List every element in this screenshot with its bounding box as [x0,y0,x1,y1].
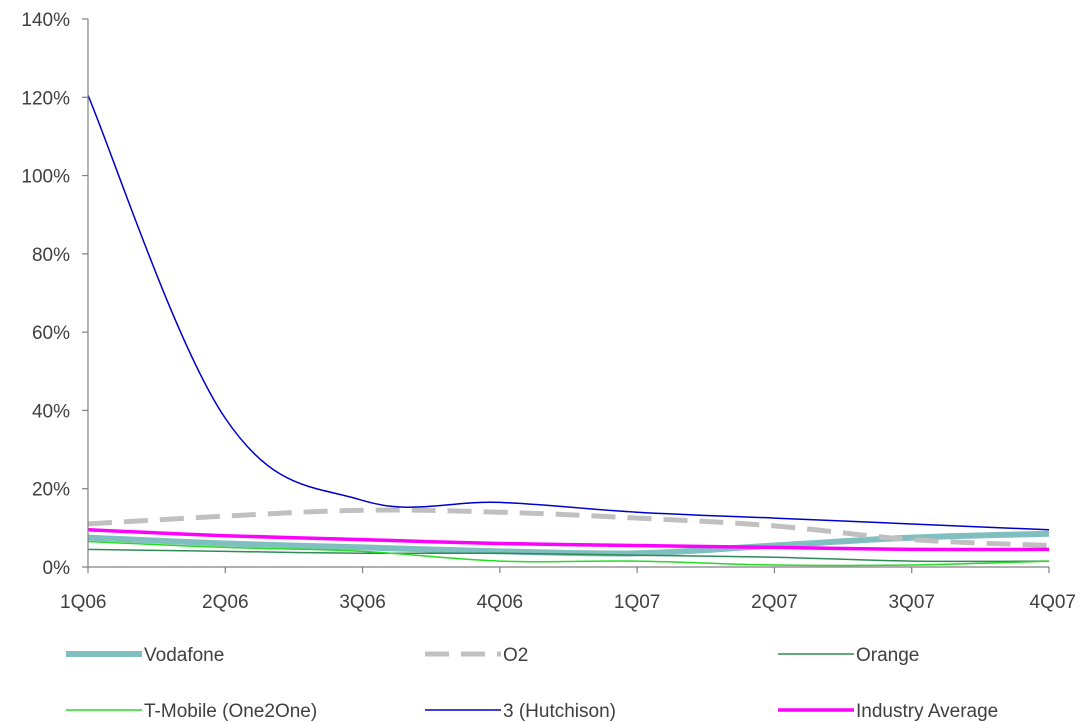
y-axis-ticks: 0% 20% 40% 60% 80% 100% 120% 140% [21,10,88,579]
y-tick-label: 100% [21,167,70,188]
x-tick-label: 3Q07 [888,592,934,613]
y-tick-label: 140% [21,10,70,31]
y-tick-label: 40% [32,401,70,422]
legend-item-vodafone: Vodafone [66,645,224,666]
x-tick-label: 3Q06 [339,592,385,613]
series-line-3-hutchison [87,95,1050,531]
series-line-t-mobile-one2one [87,540,1050,567]
y-tick-label: 120% [21,88,70,109]
legend-label: Orange [856,645,919,666]
x-tick-label: 1Q06 [60,592,106,613]
legend-item-3-hutchison: 3 (Hutchison) [425,701,616,722]
series-line-o2 [87,507,1050,548]
legend-item-o2: O2 [425,645,528,666]
x-tick-label: 2Q07 [751,592,797,613]
plot-area [87,95,1050,567]
x-tick-label: 4Q07 [1030,592,1076,613]
legend: Vodafone O2 Orange T-Mobile (One2One) 3 (Hut… [66,645,998,722]
legend-label: O2 [503,645,528,666]
legend-label: T-Mobile (One2One) [144,701,317,722]
y-tick-label: 60% [32,323,70,344]
series-line-orange [87,548,1050,563]
y-tick-label: 0% [43,558,71,579]
y-tick-label: 80% [32,245,70,266]
x-tick-label: 1Q07 [614,592,660,613]
legend-label: Industry Average [856,701,998,722]
series-line-industry-average [87,528,1050,552]
x-tick-label: 4Q06 [477,592,523,613]
legend-item-orange: Orange [778,645,919,666]
y-tick-label: 20% [32,480,70,501]
legend-item-industry-average: Industry Average [778,701,998,722]
legend-item-t-mobile-one2one: T-Mobile (One2One) [66,701,317,722]
legend-label: 3 (Hutchison) [503,701,616,722]
x-tick-label: 2Q06 [202,592,248,613]
x-axis-ticks: 1Q06 2Q06 3Q06 4Q06 1Q07 2Q07 3Q07 4Q07 [60,567,1076,613]
legend-label: Vodafone [144,645,224,666]
axes [87,19,1049,568]
